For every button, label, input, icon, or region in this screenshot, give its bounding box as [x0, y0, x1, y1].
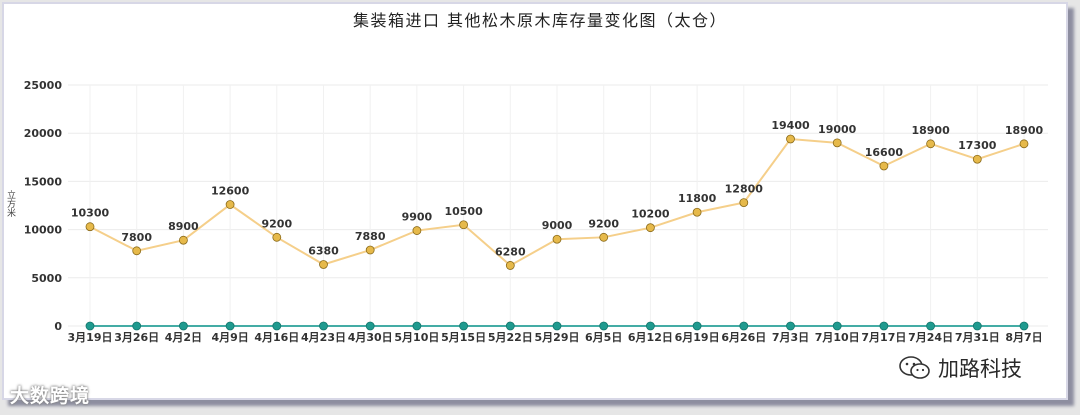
series-2-point — [832, 321, 842, 331]
series-2-point — [879, 321, 889, 331]
series-2-point — [178, 321, 188, 331]
data-label: 18900 — [911, 124, 950, 137]
x-tick-label: 4月9日 — [211, 331, 248, 344]
x-tick-label: 4月23日 — [301, 331, 346, 344]
series-2-point — [85, 321, 95, 331]
data-label: 6280 — [495, 245, 526, 258]
y-axis-title: 立方米 — [5, 190, 15, 217]
series-1-point — [178, 235, 188, 245]
wechat-icon — [899, 356, 930, 379]
y-tick-label: 15000 — [24, 175, 63, 188]
series-2-point — [272, 321, 282, 331]
series-1-point — [879, 161, 889, 171]
series-2-point — [412, 321, 422, 331]
series-1-point — [739, 198, 749, 208]
watermark-left-text: 大数跨境 — [10, 385, 91, 407]
x-tick-label: 6月19日 — [675, 331, 720, 344]
y-tick-label: 25000 — [24, 79, 63, 92]
series-2-point — [459, 321, 469, 331]
data-label: 6380 — [308, 244, 339, 257]
x-tick-label: 5月29日 — [535, 331, 580, 344]
data-label: 7880 — [355, 230, 386, 243]
x-tick-label: 7月24日 — [908, 331, 953, 344]
data-label: 9200 — [588, 217, 619, 230]
data-label: 9000 — [542, 219, 573, 232]
series-1-point — [646, 223, 655, 233]
x-tick-label: 3月19日 — [68, 331, 113, 344]
series-1-point — [926, 139, 935, 149]
series-1-point — [552, 234, 562, 244]
x-tick-label: 7月17日 — [861, 331, 906, 344]
series-1-point — [505, 261, 515, 270]
series-2-point — [599, 321, 609, 331]
x-tick-label: 4月2日 — [165, 331, 202, 344]
watermark-right: 加路科技 — [898, 353, 1022, 383]
series-2-point — [646, 321, 655, 331]
series-2-point — [972, 321, 982, 331]
data-label: 10200 — [631, 208, 670, 221]
y-tick-label: 5000 — [31, 272, 62, 285]
x-tick-label: 6月5日 — [585, 331, 622, 344]
series-2-point — [739, 321, 749, 331]
x-tick-label: 5月22日 — [488, 331, 533, 344]
y-tick-label: 10000 — [24, 224, 63, 237]
series-1-point — [692, 207, 702, 217]
x-tick-label: 4月30日 — [348, 331, 393, 344]
data-label: 9200 — [261, 217, 292, 230]
chart-frame — [2, 2, 1068, 400]
x-tick-label: 3月26日 — [114, 331, 159, 344]
data-label: 9900 — [402, 211, 433, 224]
series-2-point — [365, 321, 375, 331]
data-label: 10500 — [444, 205, 483, 218]
data-label: 17300 — [958, 139, 997, 152]
series-2-point — [225, 321, 235, 331]
data-label: 16600 — [865, 146, 904, 159]
series-1-point — [459, 220, 469, 230]
watermark-right-text: 加路科技 — [938, 357, 1022, 381]
series-2-point — [786, 321, 795, 331]
series-1-point — [599, 232, 609, 242]
series-2-point — [1019, 321, 1029, 331]
data-label: 12600 — [211, 185, 250, 198]
x-tick-label: 6月26日 — [721, 331, 766, 344]
series-2-point — [552, 321, 562, 331]
series-2-point — [692, 321, 702, 331]
series-1-point — [786, 134, 795, 144]
series-1-point — [972, 154, 982, 164]
series-1-point — [832, 138, 842, 148]
watermark-left: 大数跨境 — [10, 381, 90, 408]
series-2-point — [505, 321, 515, 331]
data-label: 11800 — [678, 192, 717, 205]
series-1-point — [85, 222, 95, 232]
data-label: 8900 — [168, 220, 199, 233]
series-1-point — [225, 200, 235, 209]
y-tick-label: 20000 — [24, 127, 63, 140]
x-tick-label: 7月10日 — [815, 331, 860, 344]
series-2-point — [319, 321, 328, 331]
series-1-point — [412, 226, 422, 235]
y-tick-label: 0 — [54, 320, 62, 333]
x-tick-label: 5月10日 — [394, 331, 439, 344]
x-tick-label: 7月3日 — [772, 331, 809, 344]
data-label: 19000 — [818, 123, 857, 136]
series-1-point — [319, 260, 328, 269]
series-1-point — [365, 245, 375, 255]
data-label: 7800 — [121, 231, 152, 244]
x-tick-label: 8月7日 — [1005, 331, 1042, 344]
series-1-point — [132, 246, 142, 256]
data-label: 10300 — [71, 207, 110, 220]
x-tick-label: 6月12日 — [628, 331, 673, 344]
series-1-point — [272, 232, 282, 242]
x-tick-label: 4月16日 — [254, 331, 299, 344]
series-1-point — [1019, 139, 1029, 149]
data-label: 12800 — [725, 183, 764, 196]
data-label: 19400 — [771, 119, 810, 132]
x-tick-label: 5月15日 — [441, 331, 486, 344]
series-2-point — [132, 321, 142, 331]
series-2-point — [926, 321, 935, 331]
chart-title: 集装箱进口 其他松木原木库存量变化图（太仓） — [352, 11, 728, 30]
data-label: 18900 — [1005, 124, 1044, 137]
x-tick-label: 7月31日 — [955, 331, 1000, 344]
